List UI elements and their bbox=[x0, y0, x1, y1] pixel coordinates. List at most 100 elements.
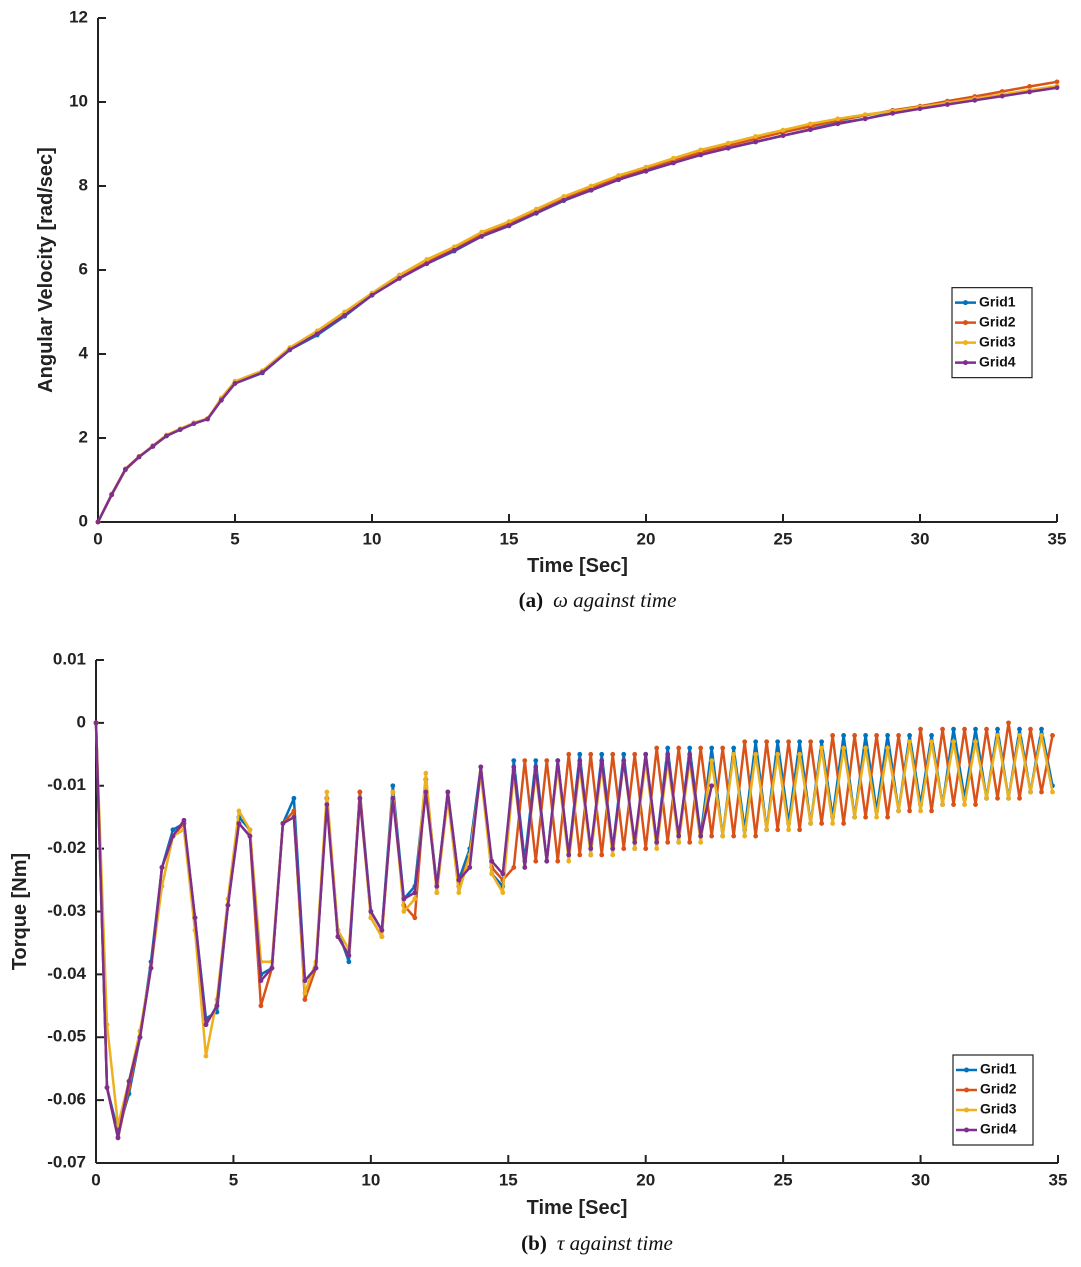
data-point bbox=[973, 726, 978, 732]
y-axis-label: Angular Velocity [rad/sec] bbox=[35, 147, 57, 393]
series-line bbox=[96, 80, 1058, 523]
data-point bbox=[379, 934, 385, 940]
data-point bbox=[940, 802, 945, 808]
data-point bbox=[357, 789, 363, 795]
data-point bbox=[500, 890, 506, 896]
data-point bbox=[269, 965, 275, 971]
legend-marker bbox=[964, 1087, 969, 1093]
data-point bbox=[397, 276, 402, 281]
data-point bbox=[632, 846, 638, 852]
data-point bbox=[506, 223, 512, 228]
data-point bbox=[280, 821, 286, 826]
data-point bbox=[676, 839, 682, 845]
caption-label: (b) bbox=[521, 1231, 547, 1255]
data-point bbox=[302, 978, 308, 984]
data-point bbox=[616, 177, 621, 183]
data-point bbox=[929, 808, 934, 814]
data-point bbox=[324, 789, 330, 795]
legend-marker bbox=[963, 320, 968, 326]
data-point bbox=[109, 492, 115, 498]
data-point bbox=[424, 257, 430, 262]
data-point bbox=[984, 726, 989, 732]
data-point bbox=[478, 764, 484, 770]
data-point bbox=[555, 858, 561, 864]
data-point bbox=[720, 833, 726, 839]
x-tick-label: 0 bbox=[91, 1170, 100, 1189]
data-point bbox=[232, 381, 238, 386]
data-point bbox=[500, 871, 506, 877]
y-tick-label: 8 bbox=[79, 175, 88, 194]
data-point bbox=[150, 444, 156, 449]
data-point bbox=[830, 733, 836, 738]
data-point bbox=[302, 997, 308, 1002]
data-point bbox=[819, 739, 825, 745]
x-tick-label: 5 bbox=[229, 1170, 238, 1189]
caption-text: τ against time bbox=[557, 1231, 673, 1255]
legend-label: Grid3 bbox=[979, 333, 1016, 349]
data-point bbox=[995, 795, 1000, 801]
data-point bbox=[775, 751, 781, 757]
data-point bbox=[159, 865, 165, 870]
data-point bbox=[995, 733, 1000, 738]
data-point bbox=[203, 1053, 209, 1059]
data-point bbox=[192, 915, 198, 921]
data-point bbox=[533, 858, 539, 864]
legend-marker bbox=[963, 300, 968, 306]
data-point bbox=[489, 871, 495, 877]
data-point bbox=[885, 733, 890, 738]
data-point bbox=[214, 1003, 220, 1009]
data-point bbox=[599, 751, 605, 757]
data-point bbox=[104, 1085, 110, 1090]
data-point bbox=[621, 751, 627, 757]
x-tick-label: 10 bbox=[361, 1170, 380, 1189]
data-point bbox=[511, 758, 517, 763]
data-point bbox=[841, 745, 847, 751]
data-point bbox=[885, 745, 890, 751]
data-point bbox=[115, 1135, 121, 1141]
data-point bbox=[533, 758, 539, 763]
data-point bbox=[841, 821, 847, 826]
data-point bbox=[451, 244, 457, 250]
legend-marker bbox=[964, 1067, 969, 1073]
data-point bbox=[780, 127, 786, 133]
legend-label: Grid4 bbox=[980, 1121, 1017, 1137]
y-tick-label: -0.01 bbox=[47, 775, 86, 794]
data-point bbox=[170, 827, 176, 833]
data-point bbox=[1028, 789, 1033, 795]
data-point bbox=[390, 783, 396, 789]
y-tick-label: 0 bbox=[79, 511, 88, 530]
data-point bbox=[258, 1003, 264, 1009]
data-point bbox=[148, 965, 154, 971]
data-point bbox=[797, 751, 803, 757]
data-point bbox=[260, 370, 265, 375]
data-point bbox=[698, 152, 704, 158]
data-point bbox=[1027, 89, 1032, 95]
data-point bbox=[401, 896, 407, 902]
data-point bbox=[951, 726, 956, 732]
data-point bbox=[863, 814, 868, 820]
data-point bbox=[599, 852, 605, 858]
data-point bbox=[588, 846, 594, 852]
data-point bbox=[577, 852, 583, 858]
data-point bbox=[797, 739, 803, 745]
data-point bbox=[1006, 795, 1011, 801]
data-point bbox=[671, 155, 676, 161]
legend-label: Grid2 bbox=[979, 313, 1016, 329]
data-point bbox=[742, 833, 748, 839]
data-point bbox=[247, 833, 253, 839]
y-tick-label: -0.02 bbox=[47, 838, 86, 857]
legend-label: Grid3 bbox=[980, 1101, 1017, 1117]
data-point bbox=[599, 758, 605, 763]
data-point bbox=[236, 808, 242, 814]
x-tick-label: 20 bbox=[636, 1170, 655, 1189]
caption-label: (a) bbox=[519, 588, 544, 612]
data-point bbox=[999, 93, 1005, 99]
data-point bbox=[808, 121, 813, 127]
data-point bbox=[467, 865, 473, 870]
data-point bbox=[665, 745, 671, 751]
data-point bbox=[665, 751, 671, 757]
legend-marker bbox=[963, 360, 968, 366]
data-point bbox=[205, 416, 211, 422]
data-point bbox=[412, 915, 418, 921]
